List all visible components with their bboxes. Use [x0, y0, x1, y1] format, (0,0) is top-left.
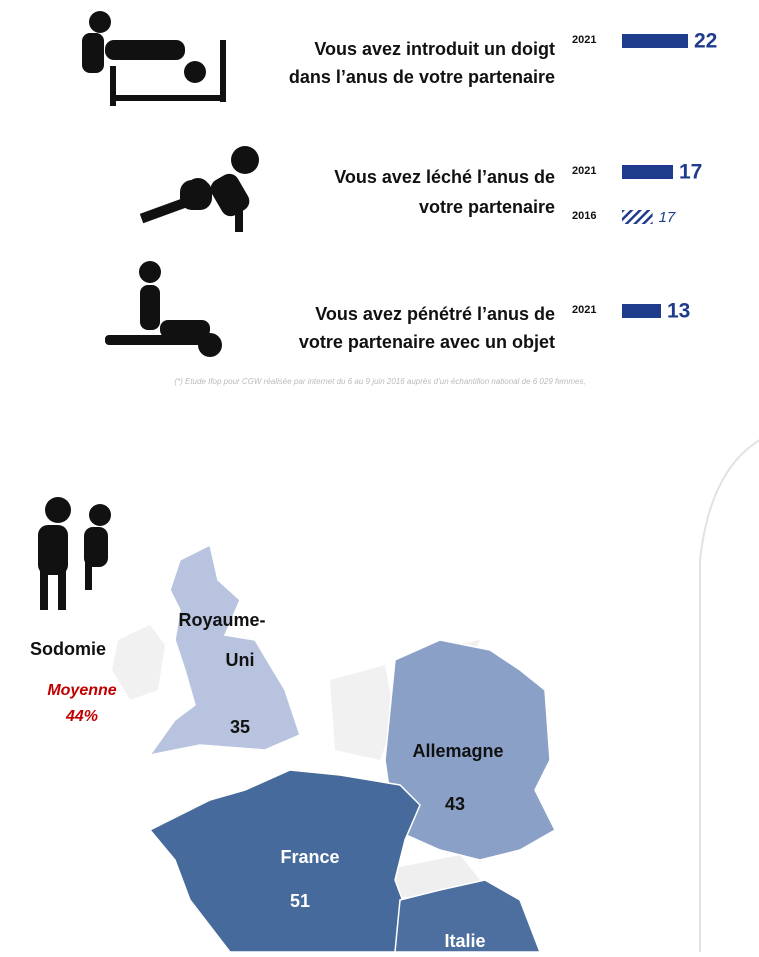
average-label: Moyenne [47, 682, 116, 699]
item-label: Vous avez pénétré l’anus de [315, 304, 555, 324]
bar [622, 210, 653, 224]
country-value: 43 [445, 794, 465, 814]
item-label: votre partenaire [419, 197, 555, 217]
country-value: 35 [230, 717, 250, 737]
year: 2021 [572, 165, 596, 177]
bar [622, 304, 661, 318]
item-label: votre partenaire avec un objet [299, 332, 555, 352]
country-label: Allemagne [412, 741, 503, 761]
item-label: dans l’anus de votre partenaire [289, 67, 555, 87]
year: 2021 [572, 304, 596, 316]
footnote: (*) Etude Ifop pour CGW réalisée par int… [174, 377, 585, 386]
item-label: Vous avez introduit un doigt [314, 39, 555, 59]
country-label: Royaume- [178, 610, 265, 630]
country-value: 51 [290, 891, 310, 911]
year: 2021 [572, 34, 596, 46]
country-label: Italie [444, 931, 485, 951]
icons [38, 11, 259, 610]
value: 22 [694, 30, 717, 53]
bar [622, 165, 673, 179]
country-label: France [280, 847, 339, 867]
country [148, 543, 301, 757]
item-label: Vous avez léché l’anus de [334, 167, 555, 187]
country-label: Uni [226, 650, 255, 670]
value: 17 [659, 209, 676, 226]
value: 13 [667, 300, 690, 323]
map-title: Sodomie [30, 639, 106, 659]
average-value: 44% [65, 708, 98, 725]
value: 17 [679, 161, 702, 184]
year: 2016 [572, 210, 596, 222]
bar [622, 34, 688, 48]
